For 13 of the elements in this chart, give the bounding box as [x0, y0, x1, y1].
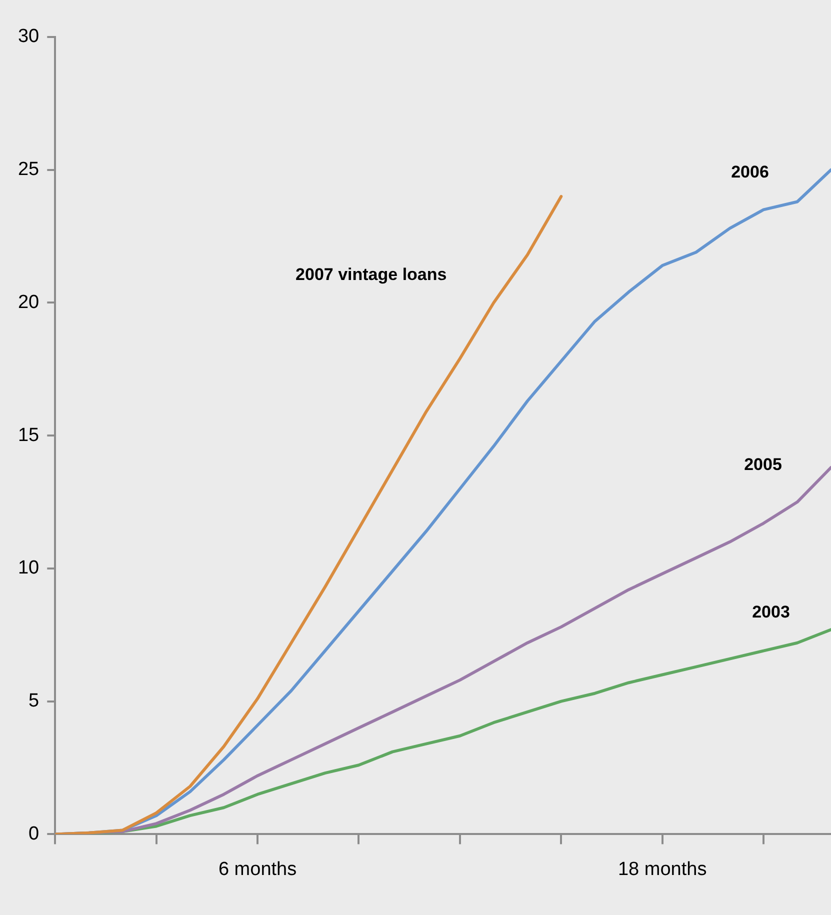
y-tick-label: 0	[28, 823, 40, 844]
series-label: 2006	[731, 162, 769, 182]
y-tick-label: 30	[18, 26, 40, 48]
text: 2007 vintage loans	[296, 265, 447, 284]
y-tick-label: 15	[18, 424, 40, 446]
y-tick-label: 25	[18, 159, 40, 180]
series-label: 2005	[744, 455, 782, 474]
series-label: 2003	[752, 602, 790, 622]
y-tick-label: 10	[18, 558, 40, 579]
x-tick-label: 18 months	[618, 858, 707, 880]
y-tick-label: 5	[28, 690, 40, 712]
y-tick-label: 20	[18, 292, 40, 313]
x-tick-label: 6 months	[218, 858, 297, 880]
